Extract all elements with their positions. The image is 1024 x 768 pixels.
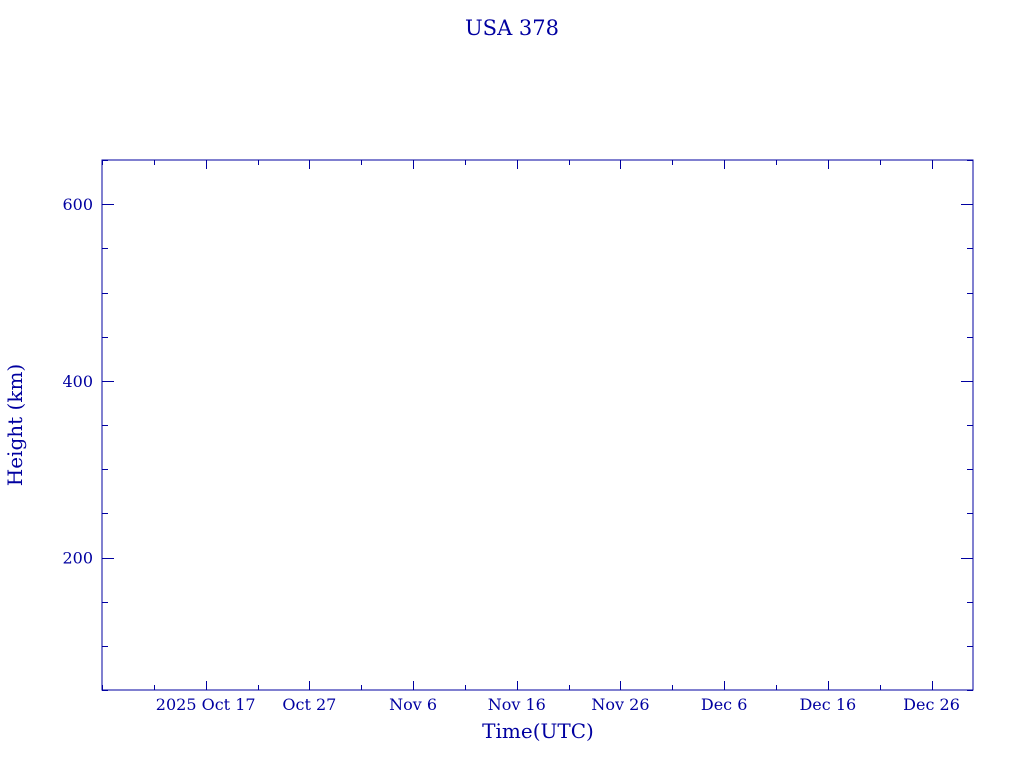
x-tick-label: Dec 6 xyxy=(701,695,748,714)
x-tick-label: Oct 27 xyxy=(282,695,336,714)
x-tick-label: Nov 6 xyxy=(389,695,437,714)
x-axis-label: Time(UTC) xyxy=(482,719,594,743)
x-tick-label: Nov 16 xyxy=(488,695,546,714)
x-tick-label: Dec 26 xyxy=(903,695,960,714)
y-tick-label: 400 xyxy=(62,372,93,391)
x-tick-label: Nov 26 xyxy=(591,695,649,714)
plot-frame xyxy=(101,159,974,691)
chart-title: USA 378 xyxy=(464,16,559,40)
y-tick-label: 600 xyxy=(62,195,93,214)
y-tick-label: 200 xyxy=(62,549,93,568)
x-tick-label: Dec 16 xyxy=(799,695,856,714)
x-tick-label: 2025 Oct 17 xyxy=(156,695,256,714)
